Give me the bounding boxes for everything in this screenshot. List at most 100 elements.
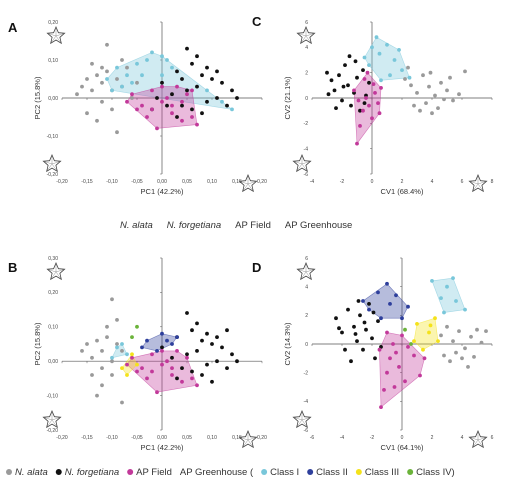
corolla-shape-icon bbox=[296, 25, 316, 45]
point-n-forgetiana bbox=[185, 88, 189, 93]
point-ap-greenhouse bbox=[125, 73, 129, 78]
point-n-alata bbox=[463, 69, 467, 74]
x-tick-label: 6 bbox=[461, 179, 464, 185]
point-ap-field bbox=[385, 330, 389, 335]
y-tick-label: -2 bbox=[304, 370, 309, 376]
hull-ap-field bbox=[126, 350, 198, 393]
x-tick-label: 0,05 bbox=[182, 179, 192, 185]
corolla-shape-icon-vein bbox=[247, 183, 253, 191]
point-ap-field bbox=[422, 356, 427, 361]
point-ap-field bbox=[160, 349, 164, 353]
point-ap-field bbox=[130, 355, 134, 360]
point-n-forgetiana bbox=[205, 65, 209, 70]
point-n-forgetiana bbox=[371, 310, 376, 315]
y-tick-label: 0 bbox=[305, 96, 308, 102]
x-tick-label: -0,20 bbox=[56, 179, 68, 185]
point-n-forgetiana bbox=[373, 356, 377, 361]
corolla-shape-icon-vein bbox=[301, 163, 307, 171]
point-ap-greenhouse bbox=[400, 68, 404, 72]
corolla-shape-icon-vein bbox=[297, 163, 303, 171]
point-class-ii bbox=[385, 281, 389, 286]
point-ap-field bbox=[391, 342, 395, 346]
corolla-shape-icon bbox=[238, 429, 258, 449]
legend-marker bbox=[6, 469, 12, 475]
point-n-alata bbox=[418, 108, 422, 113]
y-tick-label: 6 bbox=[305, 20, 308, 26]
corolla-shape-icon bbox=[42, 153, 62, 173]
point-n-forgetiana bbox=[337, 326, 341, 331]
point-class-i bbox=[463, 307, 467, 312]
point-n-alata bbox=[100, 383, 104, 388]
x-tick-label: -0,15 bbox=[81, 435, 93, 441]
point-class-i bbox=[430, 279, 434, 283]
corolla-shape-icon-vein bbox=[243, 183, 249, 191]
point-ap-field bbox=[364, 96, 368, 100]
point-ap-field bbox=[160, 99, 164, 104]
point-n-alata bbox=[75, 92, 79, 97]
point-class-i bbox=[439, 296, 443, 300]
point-class-ii bbox=[367, 307, 371, 312]
point-n-alata bbox=[120, 400, 124, 405]
point-ap-field bbox=[130, 92, 134, 97]
legend-marker bbox=[261, 469, 268, 475]
y-axis-label: CV2 (21.1%) bbox=[283, 76, 292, 119]
point-class-ii bbox=[165, 338, 169, 343]
point-n-alata bbox=[95, 393, 99, 398]
corolla-shape-icon-vein bbox=[51, 419, 57, 427]
x-tick-label: -4 bbox=[340, 435, 345, 441]
point-n-alata bbox=[403, 77, 407, 81]
point-n-forgetiana bbox=[190, 107, 194, 112]
point-n-forgetiana bbox=[364, 327, 368, 332]
point-n-forgetiana bbox=[361, 68, 365, 72]
point-n-alata bbox=[85, 342, 89, 346]
corolla-shape-icon-vein bbox=[473, 183, 479, 191]
point-n-alata bbox=[120, 58, 124, 62]
point-ap-greenhouse bbox=[367, 63, 371, 67]
point-n-forgetiana bbox=[200, 373, 204, 377]
point-ap-field bbox=[355, 141, 359, 146]
point-n-forgetiana bbox=[343, 347, 347, 352]
point-n-alata bbox=[125, 65, 129, 70]
point-ap-field bbox=[190, 115, 194, 119]
corolla-shape-icon-vein bbox=[48, 33, 57, 37]
y-tick-label: 0,20 bbox=[48, 290, 58, 296]
point-ap-greenhouse bbox=[362, 55, 367, 60]
point-ap-field bbox=[175, 84, 179, 89]
x-tick-label: 0,00 bbox=[157, 435, 167, 441]
point-n-alata bbox=[115, 342, 119, 346]
point-n-alata bbox=[120, 349, 124, 353]
point-n-forgetiana bbox=[185, 352, 189, 357]
y-tick-label: 0,00 bbox=[48, 96, 58, 102]
point-n-forgetiana bbox=[379, 345, 383, 349]
point-ap-field bbox=[155, 390, 159, 395]
y-tick-label: 4 bbox=[305, 45, 308, 51]
point-ap-greenhouse bbox=[220, 99, 224, 104]
point-ap-field bbox=[170, 111, 174, 116]
point-n-alata bbox=[100, 99, 104, 104]
point-n-alata bbox=[469, 334, 473, 339]
point-n-alata bbox=[100, 65, 104, 70]
point-ap-field bbox=[377, 347, 382, 352]
y-tick-label: -4 bbox=[304, 146, 309, 152]
point-n-alata bbox=[428, 70, 433, 75]
point-n-alata bbox=[115, 77, 119, 81]
point-ap-greenhouse bbox=[120, 84, 124, 89]
x-tick-label: -0,10 bbox=[106, 179, 118, 185]
point-ap-greenhouse bbox=[160, 73, 164, 78]
corolla-shape-icon-vein bbox=[51, 35, 57, 43]
point-ap-field bbox=[195, 383, 199, 388]
point-n-alata bbox=[115, 318, 119, 322]
point-ap-greenhouse bbox=[105, 77, 109, 81]
corolla-shape-icon-vein bbox=[55, 33, 64, 37]
point-class-ii bbox=[175, 335, 179, 339]
point-n-alata bbox=[415, 91, 419, 95]
point-n-alata bbox=[466, 365, 470, 369]
corolla-shape-icon-vein bbox=[298, 33, 307, 37]
legend-label: N. alata bbox=[120, 220, 153, 231]
corolla-shape-icon-vein bbox=[51, 417, 60, 421]
point-class-iii bbox=[412, 339, 416, 343]
corolla-shape-icon-vein bbox=[477, 439, 483, 447]
point-n-forgetiana bbox=[175, 376, 179, 381]
point-ap-field bbox=[400, 333, 404, 338]
